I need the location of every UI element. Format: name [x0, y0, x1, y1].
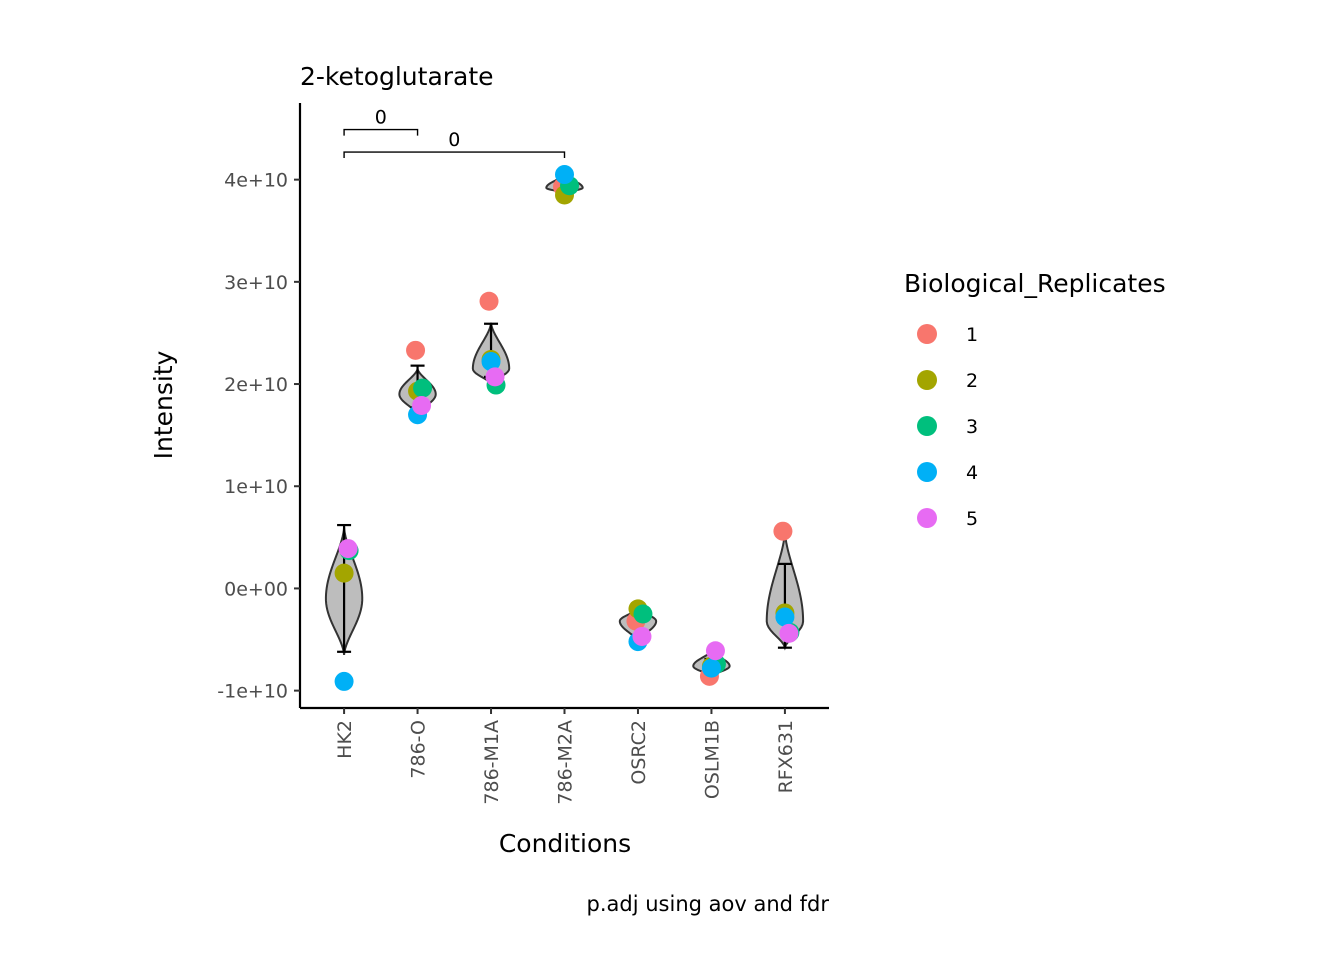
legend-key-2: [917, 370, 937, 390]
point-HK2-rep5: [338, 539, 358, 559]
x-tick-label: OSRC2: [628, 720, 650, 785]
axes-layer: -1e+10 0e+00 1e+10 2e+10 3e+10 4e+10 HK2 786-O 7…: [217, 103, 829, 805]
point-786-O-rep3: [413, 378, 433, 398]
legend-label-1: 1: [966, 324, 978, 346]
legend-label-5: 5: [966, 508, 978, 530]
significance-label: 0: [448, 129, 460, 151]
x-tick-label: 786-M2A: [555, 720, 577, 805]
y-tick-label: -1e+10: [217, 681, 288, 703]
point-OSLM1B-rep4: [701, 658, 721, 678]
x-tick-label: 786-M1A: [481, 720, 503, 805]
legend-label-2: 2: [966, 370, 978, 392]
y-axis-title: Intensity: [149, 350, 178, 459]
x-tick-label: HK2: [334, 720, 356, 759]
point-786-M1A-rep4: [481, 352, 501, 372]
point-786-M1A-rep1: [479, 291, 499, 311]
point-RFX631-rep5: [779, 623, 799, 643]
point-OSLM1B-rep5: [705, 641, 725, 661]
point-HK2-rep4: [334, 671, 354, 691]
legend-key-4: [917, 462, 937, 482]
point-RFX631-rep1: [773, 521, 793, 541]
x-axis-title: Conditions: [499, 829, 631, 858]
point-HK2-rep2: [334, 563, 354, 583]
x-tick-label: OSLM1B: [701, 720, 723, 799]
errorbars-layer: [337, 174, 792, 672]
point-786-O-rep1: [406, 340, 426, 360]
point-786-M1A-rep5: [485, 367, 505, 387]
point-OSRC2-rep5: [632, 626, 652, 646]
y-tick-label: 1e+10: [224, 476, 288, 498]
point-786-M2A-rep4: [555, 165, 574, 185]
y-tick-label: 0e+00: [224, 578, 288, 600]
caption: p.adj using aov and fdr: [587, 892, 830, 916]
legend-title: Biological_Replicates: [904, 269, 1166, 298]
x-tick-label: RFX631: [775, 720, 797, 793]
point-OSRC2-rep3: [633, 604, 653, 624]
violins-layer: [324, 171, 805, 679]
point-RFX631-rep4: [775, 607, 795, 627]
legend: Biological_Replicates 1 2 3 4 5: [904, 269, 1166, 530]
legend-label-3: 3: [966, 416, 978, 438]
points-layer: [334, 165, 800, 691]
x-tick-label: 786-O: [408, 720, 430, 779]
legend-key-5: [917, 508, 937, 528]
legend-key-1: [917, 324, 937, 344]
legend-key-3: [917, 416, 937, 436]
chart-title: 2-ketoglutarate: [300, 62, 494, 91]
significance-label: 0: [375, 107, 387, 129]
y-tick-label: 4e+10: [224, 170, 288, 192]
y-tick-label: 3e+10: [224, 272, 288, 294]
y-tick-label: 2e+10: [224, 374, 288, 396]
legend-label-4: 4: [966, 462, 978, 484]
significance-bracket: [343, 128, 419, 136]
point-786-O-rep5: [412, 396, 432, 415]
significance-layer: 00: [343, 107, 566, 159]
significance-bracket: [343, 151, 566, 159]
